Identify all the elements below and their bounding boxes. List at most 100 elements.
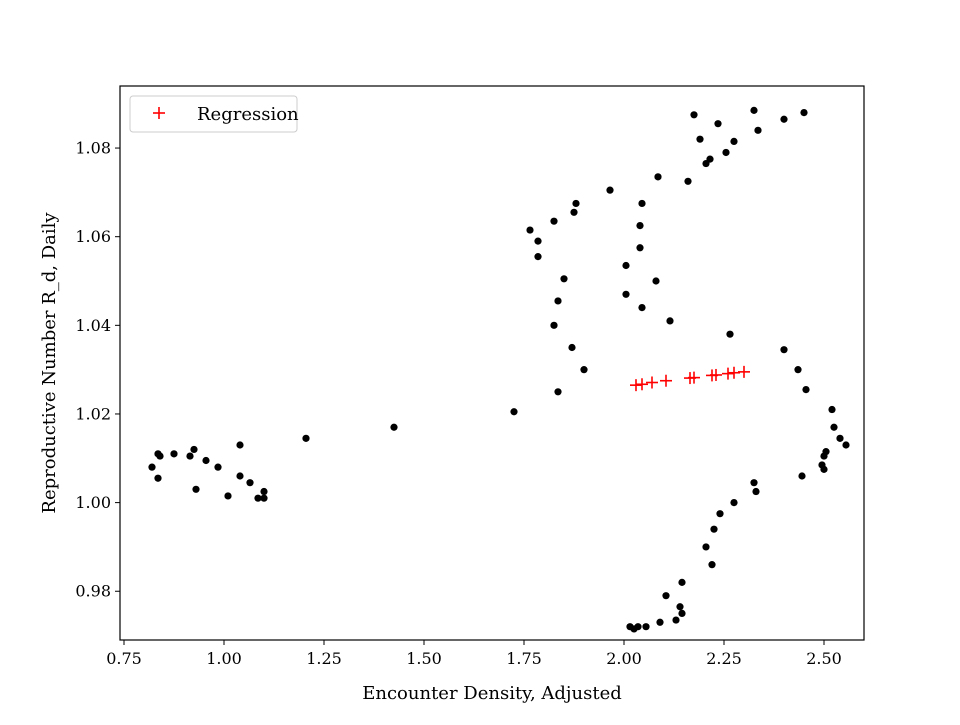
y-tick-label: 1.06 bbox=[75, 227, 111, 246]
y-axis-label: Reproductive Number R_d, Daily bbox=[39, 212, 60, 514]
x-axis-label: Encounter Density, Adjusted bbox=[362, 683, 622, 704]
data-point bbox=[690, 111, 698, 119]
x-tick-label: 2.25 bbox=[706, 649, 742, 668]
data-point bbox=[302, 434, 310, 442]
data-point bbox=[722, 148, 730, 157]
data-point bbox=[780, 115, 788, 123]
regression-point bbox=[722, 367, 734, 380]
x-tick-label: 2.00 bbox=[606, 649, 642, 668]
data-point bbox=[510, 408, 518, 416]
x-tick-label: 1.75 bbox=[506, 649, 542, 668]
data-point bbox=[626, 623, 634, 631]
data-point bbox=[752, 487, 760, 496]
y-tick-label: 1.02 bbox=[75, 404, 111, 423]
data-point bbox=[636, 222, 644, 230]
data-point bbox=[554, 388, 562, 396]
data-point bbox=[246, 479, 254, 487]
y-tick-label: 0.98 bbox=[75, 582, 111, 601]
data-point bbox=[714, 120, 722, 128]
data-point bbox=[254, 494, 262, 502]
data-point bbox=[534, 237, 542, 245]
data-point bbox=[802, 385, 810, 394]
data-point bbox=[820, 465, 828, 473]
regression-point bbox=[710, 368, 722, 381]
data-point bbox=[642, 623, 650, 631]
regression-point bbox=[636, 378, 648, 391]
data-point bbox=[666, 317, 674, 325]
data-point bbox=[192, 485, 200, 493]
data-point bbox=[662, 592, 670, 600]
data-point bbox=[794, 366, 802, 374]
data-point bbox=[570, 208, 578, 216]
data-point bbox=[684, 177, 692, 185]
data-point bbox=[568, 343, 576, 352]
data-point bbox=[154, 474, 162, 482]
x-tick-label: 2.50 bbox=[806, 649, 842, 668]
data-point bbox=[842, 441, 850, 449]
y-tick-label: 1.08 bbox=[75, 139, 111, 158]
data-point bbox=[780, 346, 788, 354]
data-point bbox=[708, 561, 716, 569]
data-point bbox=[750, 106, 758, 114]
data-point bbox=[170, 450, 178, 458]
data-point bbox=[224, 492, 232, 500]
x-axis-ticks: 0.75 1.00 1.25 1.50 1.75 2.00 2.25 2.50 bbox=[106, 640, 842, 668]
data-point bbox=[716, 510, 724, 518]
data-point bbox=[186, 452, 194, 460]
data-point bbox=[696, 135, 704, 143]
data-point bbox=[672, 616, 680, 624]
plot-area-frame bbox=[119, 85, 865, 641]
regression-point bbox=[728, 366, 740, 379]
x-tick-label: 1.00 bbox=[206, 649, 242, 668]
data-point bbox=[656, 618, 664, 626]
data-point bbox=[260, 487, 268, 496]
data-point bbox=[800, 108, 808, 117]
data-point bbox=[706, 155, 714, 163]
data-point bbox=[730, 137, 738, 145]
data-point bbox=[202, 456, 210, 465]
data-point bbox=[652, 277, 660, 285]
regression-point bbox=[738, 365, 750, 378]
data-point bbox=[554, 297, 562, 305]
data-point bbox=[260, 494, 268, 502]
regression-point bbox=[660, 374, 672, 387]
data-point bbox=[798, 472, 806, 480]
data-point bbox=[550, 321, 558, 329]
data-point bbox=[236, 441, 244, 449]
data-point bbox=[678, 609, 686, 618]
data-points bbox=[148, 106, 850, 633]
legend: Regression bbox=[129, 95, 299, 133]
data-point bbox=[190, 445, 198, 454]
data-point bbox=[820, 452, 828, 460]
data-point bbox=[390, 423, 398, 431]
data-point bbox=[676, 603, 684, 611]
data-point bbox=[754, 126, 762, 134]
data-point bbox=[828, 405, 836, 414]
regression-point bbox=[688, 371, 700, 384]
y-tick-label: 1.04 bbox=[75, 316, 111, 335]
data-point bbox=[550, 217, 558, 225]
data-point bbox=[830, 423, 838, 431]
data-point bbox=[534, 253, 542, 261]
data-point bbox=[730, 499, 738, 507]
regression-point bbox=[630, 379, 642, 392]
data-point bbox=[214, 463, 222, 471]
data-point bbox=[636, 244, 644, 252]
x-tick-label: 1.50 bbox=[406, 649, 442, 668]
y-axis-ticks: 0.98 1.00 1.02 1.04 1.06 1.08 bbox=[75, 139, 120, 601]
data-point bbox=[678, 578, 686, 586]
data-point bbox=[750, 479, 758, 487]
y-tick-label: 1.00 bbox=[75, 493, 111, 512]
legend-label-regression: Regression bbox=[197, 104, 299, 125]
x-tick-label: 1.25 bbox=[306, 649, 342, 668]
legend-plus-icon bbox=[153, 107, 165, 119]
data-point bbox=[654, 173, 662, 181]
data-point bbox=[148, 463, 156, 471]
data-point bbox=[606, 186, 614, 194]
data-point bbox=[726, 330, 734, 338]
data-point bbox=[526, 226, 534, 234]
x-tick-label: 0.75 bbox=[106, 649, 142, 668]
data-point bbox=[638, 304, 646, 312]
